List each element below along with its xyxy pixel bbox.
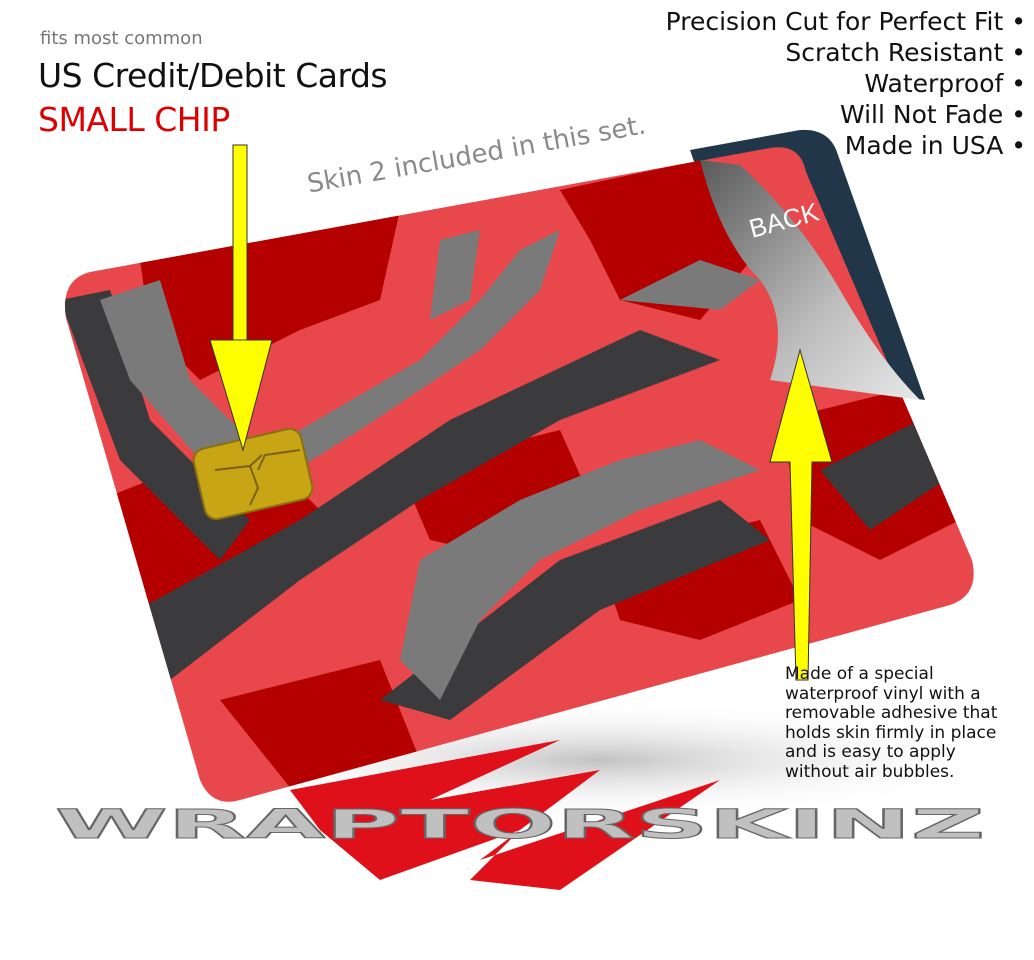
arrow-to-peel [769,348,833,681]
feature-item: Waterproof • [864,69,1026,98]
feature-item: Precision Cut for Perfect Fit • [665,7,1026,36]
note-line: holds skin firmly in place [785,722,997,743]
vinyl-note: Made of a special waterproof vinyl with … [785,664,998,782]
peel-corner [700,160,920,400]
fits-label: fits most common [40,28,203,49]
feature-item: Scratch Resistant • [785,38,1026,67]
svg-text:WRAPTORSKINZ: WRAPTORSKINZ [55,802,985,848]
chip-label: SMALL CHIP [38,100,230,139]
feature-list: Precision Cut for Perfect Fit • Scratch … [666,6,1026,161]
note-line: and is easy to apply [785,742,956,762]
note-line: removable adhesive that [785,703,998,723]
brand-logo: WRAPTORSKINZ [55,740,986,890]
arrow-to-chip [209,144,273,452]
feature-item: Made in USA • [844,131,1026,160]
note-line: Made of a special [785,664,934,684]
chip-icon [192,427,314,521]
note-line: waterproof vinyl with a [785,683,981,704]
note-line: without air bubbles. [785,761,955,782]
cards-label: US Credit/Debit Cards [38,56,388,95]
feature-item: Will Not Fade • [839,100,1026,129]
